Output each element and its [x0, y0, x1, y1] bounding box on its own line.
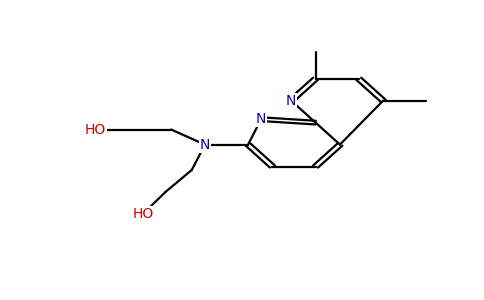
Text: N: N: [200, 138, 210, 152]
Text: HO: HO: [133, 207, 153, 221]
Text: HO: HO: [84, 123, 106, 136]
Text: N: N: [256, 112, 266, 126]
Text: N: N: [286, 94, 296, 108]
